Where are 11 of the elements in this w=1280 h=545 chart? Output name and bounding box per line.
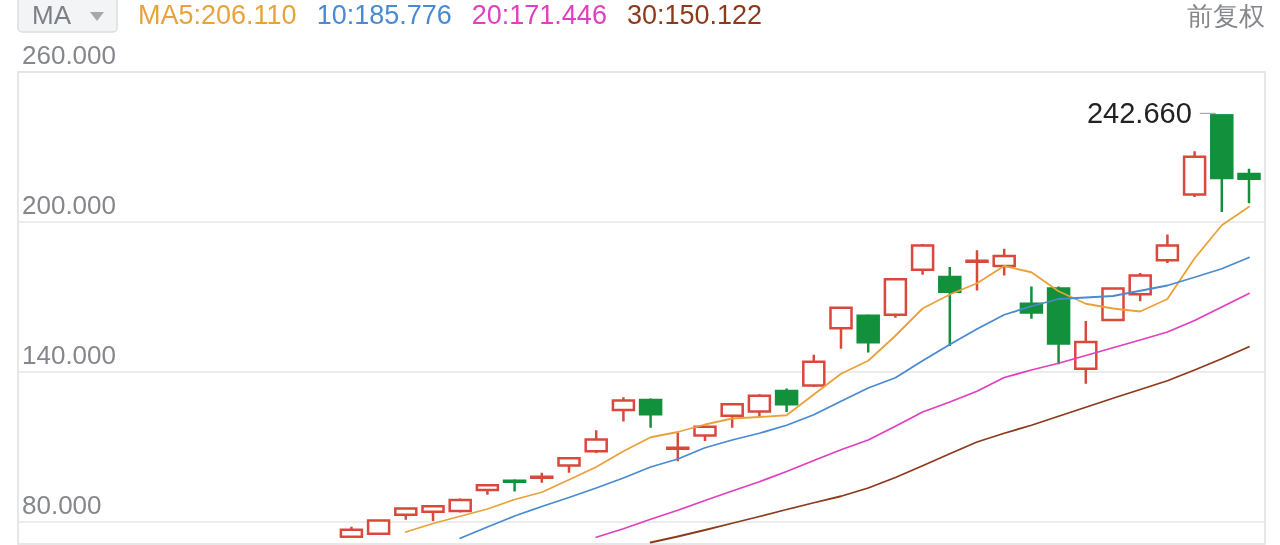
- annotation: 242.660: [1086, 97, 1192, 130]
- y-tick-label: 140.000: [22, 340, 116, 370]
- text: MA5:206.110: [138, 0, 297, 30]
- y-tick-label: 260.000: [22, 40, 116, 70]
- text: 20:171.446: [471, 0, 607, 30]
- text: 30:150.122: [626, 0, 763, 30]
- legend-title: MA: [32, 0, 72, 30]
- text: 前复权: [1187, 1, 1265, 31]
- y-tick-label: 80.000: [22, 490, 102, 520]
- text: 10:185.776: [316, 0, 452, 30]
- y-tick-label: 200.000: [22, 190, 116, 220]
